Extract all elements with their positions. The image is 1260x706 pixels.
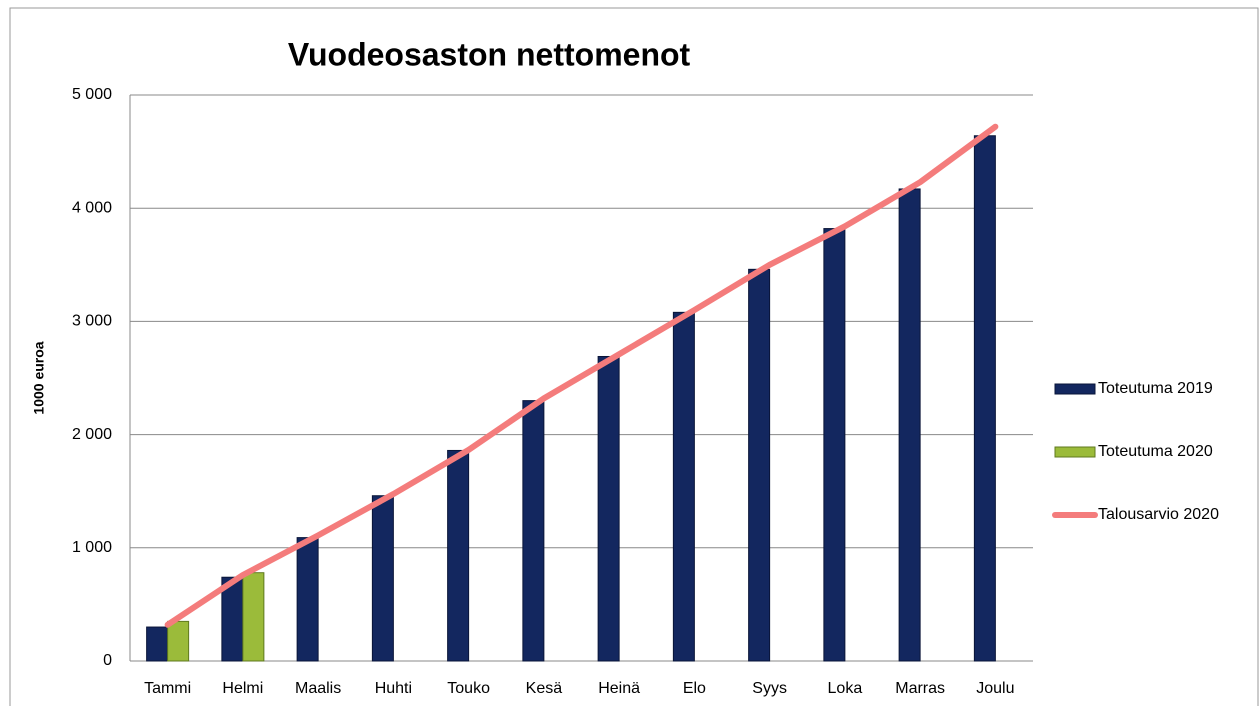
x-tick-label: Elo [683, 680, 706, 697]
x-tick-label: Marras [895, 680, 945, 697]
legend-label: Toteutuma 2019 [1098, 380, 1213, 397]
bar [242, 572, 265, 662]
chart-border [9, 7, 1259, 706]
bar [823, 228, 846, 662]
bar [748, 268, 771, 662]
bar [371, 495, 394, 662]
legend-label: Toteutuma 2020 [1098, 443, 1213, 460]
x-tick-label: Tammi [144, 680, 191, 697]
bar [973, 135, 996, 662]
chart-title: Vuodeosaston nettomenot [288, 36, 691, 72]
bar [522, 400, 545, 662]
y-tick-label: 4 000 [72, 199, 112, 216]
y-tick-label: 0 [103, 652, 112, 669]
bar [898, 188, 921, 662]
legend-label: Talousarvio 2020 [1098, 506, 1219, 523]
x-tick-label: Loka [828, 680, 863, 697]
line [164, 123, 999, 628]
x-tick-label: Helmi [222, 680, 263, 697]
legend-swatch [1054, 383, 1096, 395]
y-tick-label: 1 000 [72, 539, 112, 556]
x-tick-label: Kesä [526, 680, 563, 697]
x-tick-label: Huhti [375, 680, 412, 697]
x-tick-label: Heinä [598, 680, 640, 697]
x-tick-label: Maalis [295, 680, 341, 697]
y-axis-label: 1000 euroa [31, 341, 47, 414]
bar [167, 620, 190, 662]
bar [146, 626, 169, 662]
y-tick-label: 2 000 [72, 426, 112, 443]
y-tick-label: 3 000 [72, 313, 112, 330]
legend-swatch [1054, 446, 1096, 458]
bar [672, 311, 695, 662]
x-tick-label: Joulu [976, 680, 1014, 697]
bar [447, 449, 470, 662]
bar [597, 355, 620, 662]
x-tick-label: Touko [447, 680, 490, 697]
bar [296, 537, 319, 662]
y-tick-label: 5 000 [72, 86, 112, 103]
x-tick-label: Syys [752, 680, 787, 697]
